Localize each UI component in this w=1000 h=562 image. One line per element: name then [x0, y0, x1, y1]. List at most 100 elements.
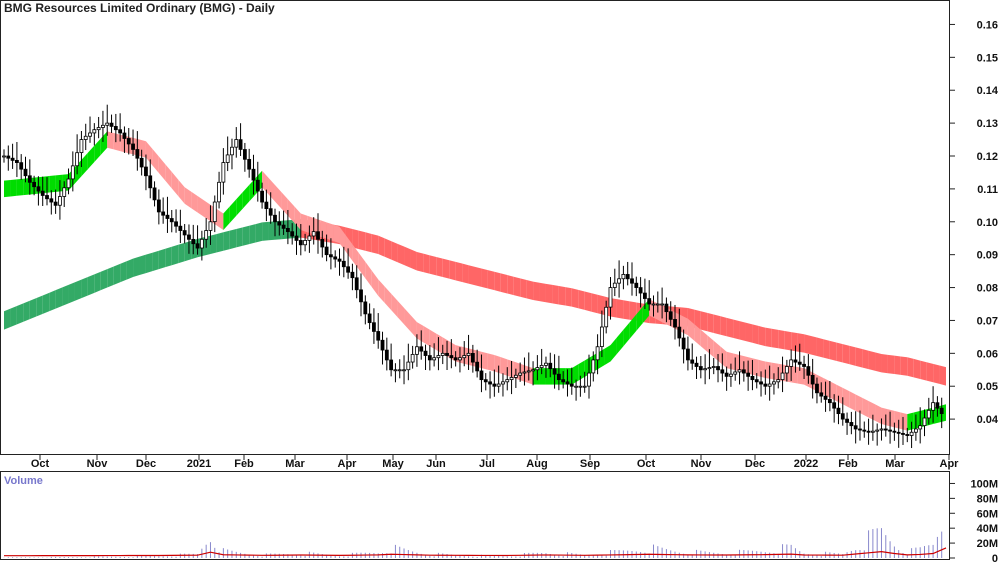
slow-band-segment [455, 261, 463, 282]
candle-body [195, 243, 200, 249]
fast-band-segment [158, 156, 166, 181]
fast-band-segment [307, 215, 314, 235]
candle-body [827, 399, 832, 404]
fast-band-segment [378, 279, 385, 303]
candle-body [879, 428, 884, 431]
slow-band-segment [462, 263, 469, 284]
candle-body [397, 369, 402, 372]
fast-band-segment [687, 318, 695, 341]
slow-band-segment [571, 288, 579, 309]
candle-body [324, 246, 329, 256]
fast-band-segment [10, 179, 17, 197]
fast-band-segment [720, 346, 727, 369]
fast-band-segment [604, 345, 611, 366]
candle-body [772, 381, 776, 385]
candle-body [423, 350, 428, 356]
slow-band-segment [855, 347, 863, 368]
candle-body [363, 301, 368, 315]
candle-body [634, 282, 639, 288]
candle-body [337, 258, 342, 262]
candle-body [384, 349, 389, 361]
volume-tick-label: 80M [977, 493, 998, 505]
fast-band-segment [681, 315, 688, 336]
fast-band-segment [642, 299, 650, 324]
y-tick-label: 0.11 [977, 184, 998, 196]
candle-body [574, 385, 578, 388]
fast-band-segment [326, 222, 334, 241]
fast-band-segment [197, 196, 205, 217]
candle-body [849, 422, 854, 427]
slow-band-segment [358, 230, 366, 251]
slow-band-segment [791, 332, 798, 352]
slow-band-segment [423, 253, 430, 274]
candle-body [453, 357, 458, 361]
candle-body [105, 122, 110, 126]
fast-band-segment [545, 368, 553, 385]
candle-body [389, 359, 394, 371]
fast-band-segment [345, 235, 353, 261]
slow-band-segment [10, 305, 17, 328]
candle-body [561, 379, 566, 383]
candle-body [148, 175, 153, 189]
candle-body [501, 381, 505, 385]
candle-body [703, 368, 708, 371]
candle-body [711, 366, 716, 368]
slow-band-segment [745, 322, 753, 343]
candle-body [458, 357, 462, 361]
candle-body [866, 430, 871, 433]
y-tick-label: 0.14 [977, 85, 999, 97]
slow-band-segment [784, 330, 792, 351]
candle-body [298, 240, 303, 246]
candle-body [376, 331, 381, 341]
slow-band-segment [229, 229, 237, 250]
axis-ticks: 0.16 0.15 0.14 0.13 0.12 0.11 0.10 0.09 0.08 0.07… [31, 19, 999, 562]
slow-band-segment [726, 317, 734, 338]
candle-body [544, 362, 548, 366]
slow-band-segment [262, 221, 269, 241]
candle-body [483, 379, 488, 383]
slow-band-segment [623, 300, 630, 320]
slow-band-segment [468, 265, 475, 286]
candle-body [625, 274, 630, 280]
slow-band-segment [210, 233, 217, 255]
volume-tick-label: 0 [992, 553, 998, 562]
candle-body [462, 355, 467, 359]
candle-body [630, 278, 634, 284]
y-tick-label: 0.15 [977, 52, 998, 64]
candle-body [720, 369, 725, 374]
candle-body [673, 319, 677, 328]
candle-body [470, 353, 475, 363]
x-tick-label: May [382, 458, 404, 470]
fast-band-segment [481, 351, 488, 370]
fast-band-segment [339, 226, 346, 252]
slow-band-segment [720, 316, 727, 337]
fast-band-segment [849, 391, 856, 411]
candle-body [380, 339, 385, 351]
slow-band-segment [616, 299, 624, 319]
fast-band-segment [371, 270, 379, 296]
candle-body [208, 221, 213, 231]
candle-body [135, 149, 140, 159]
candle-body [819, 392, 824, 397]
candle-body [187, 234, 191, 240]
candle-body [750, 375, 755, 381]
candle-body [698, 366, 703, 371]
fast-band-segment [539, 368, 546, 385]
candle-body [810, 374, 815, 385]
fast-band-segment [410, 314, 417, 339]
candle-body [109, 122, 114, 127]
candle-body [436, 355, 441, 359]
candle-body [858, 428, 862, 431]
slow-band-segment [500, 273, 508, 294]
fast-band-segment [765, 361, 772, 380]
candle-body [144, 166, 148, 177]
candle-body [75, 152, 80, 167]
fast-band-segment [616, 329, 624, 354]
candle-body [113, 126, 118, 131]
fast-band-segment [526, 365, 534, 385]
candle-body [931, 402, 935, 411]
fast-band-segment [842, 387, 850, 408]
candle-body [896, 431, 901, 434]
y-tick-label: 0.05 [977, 381, 998, 393]
candle-body [763, 383, 768, 387]
